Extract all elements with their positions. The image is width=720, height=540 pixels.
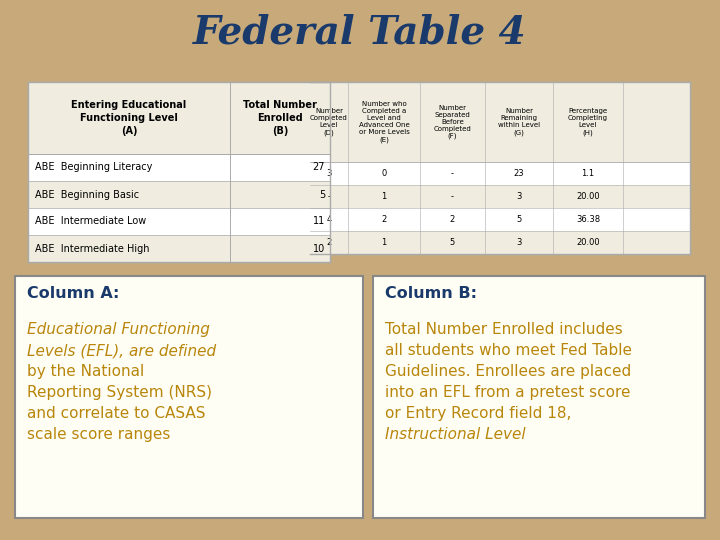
Text: 5: 5 — [516, 215, 521, 224]
Bar — [15, 276, 363, 518]
Text: Guidelines. Enrollees are placed: Guidelines. Enrollees are placed — [385, 364, 631, 379]
Text: ABE  Intermediate High: ABE Intermediate High — [35, 244, 150, 253]
Text: 1.1: 1.1 — [582, 169, 595, 178]
Text: Instructional Level: Instructional Level — [385, 427, 526, 442]
Text: -: - — [451, 192, 454, 201]
Text: Column B:: Column B: — [385, 287, 477, 301]
Text: 10: 10 — [312, 244, 325, 253]
Text: scale score ranges: scale score ranges — [27, 427, 171, 442]
Text: Federal Table 4: Federal Table 4 — [193, 13, 527, 51]
Text: 11: 11 — [312, 217, 325, 226]
Text: Total Number
Enrolled
(B): Total Number Enrolled (B) — [243, 100, 317, 136]
Text: or Entry Record field 18,: or Entry Record field 18, — [385, 406, 572, 421]
Text: Number who
Completed a
Level and
Advanced One
or More Levels
(E): Number who Completed a Level and Advance… — [359, 102, 410, 143]
Bar — [310, 231, 690, 254]
Bar — [28, 208, 330, 235]
Bar — [310, 208, 690, 231]
Bar — [28, 82, 330, 154]
Text: all students who meet Fed Table: all students who meet Fed Table — [385, 343, 632, 358]
Bar — [310, 82, 690, 254]
Text: 23: 23 — [513, 169, 524, 178]
Text: Column A:: Column A: — [27, 287, 120, 301]
Bar — [310, 185, 690, 208]
Text: 3: 3 — [326, 169, 332, 178]
Bar — [28, 235, 330, 262]
Text: Total Number Enrolled includes: Total Number Enrolled includes — [385, 322, 623, 337]
Text: 20.00: 20.00 — [576, 238, 600, 247]
Text: Percentage
Completing
Level
(H): Percentage Completing Level (H) — [568, 108, 608, 136]
Text: 2: 2 — [326, 238, 332, 247]
Bar — [28, 154, 330, 181]
Text: 2: 2 — [382, 215, 387, 224]
Bar — [28, 82, 330, 262]
Text: 36.38: 36.38 — [576, 215, 600, 224]
Bar — [310, 82, 690, 162]
Text: 4: 4 — [326, 215, 332, 224]
Text: Entering Educational
Functioning Level
(A): Entering Educational Functioning Level (… — [71, 100, 186, 136]
Text: 27: 27 — [312, 163, 325, 172]
Text: Educational Functioning: Educational Functioning — [27, 322, 210, 337]
Bar — [28, 181, 330, 208]
Text: 5: 5 — [319, 190, 325, 199]
Bar — [373, 276, 705, 518]
Text: Number
Completed
Level
(D): Number Completed Level (D) — [310, 108, 348, 136]
Text: 1: 1 — [382, 238, 387, 247]
Text: 0: 0 — [382, 169, 387, 178]
Text: 3: 3 — [516, 238, 522, 247]
Text: 1: 1 — [382, 192, 387, 201]
Text: -: - — [451, 169, 454, 178]
Text: 3: 3 — [516, 192, 522, 201]
Text: Number
Remaining
within Level
(G): Number Remaining within Level (G) — [498, 108, 540, 136]
Text: ABE  Beginning Basic: ABE Beginning Basic — [35, 190, 139, 199]
Text: 2: 2 — [450, 215, 455, 224]
Text: ABE  Intermediate Low: ABE Intermediate Low — [35, 217, 146, 226]
Text: and correlate to CASAS: and correlate to CASAS — [27, 406, 205, 421]
Text: into an EFL from a pretest score: into an EFL from a pretest score — [385, 385, 631, 400]
Bar — [310, 162, 690, 185]
Text: 5: 5 — [450, 238, 455, 247]
Text: Reporting System (NRS): Reporting System (NRS) — [27, 385, 212, 400]
Text: by the National: by the National — [27, 364, 144, 379]
Text: Levels (EFL), are defined: Levels (EFL), are defined — [27, 343, 216, 358]
Text: Number
Separated
Before
Completed
(F): Number Separated Before Completed (F) — [433, 105, 472, 139]
Text: -: - — [328, 192, 330, 201]
Text: 20.00: 20.00 — [576, 192, 600, 201]
Text: ABE  Beginning Literacy: ABE Beginning Literacy — [35, 163, 153, 172]
